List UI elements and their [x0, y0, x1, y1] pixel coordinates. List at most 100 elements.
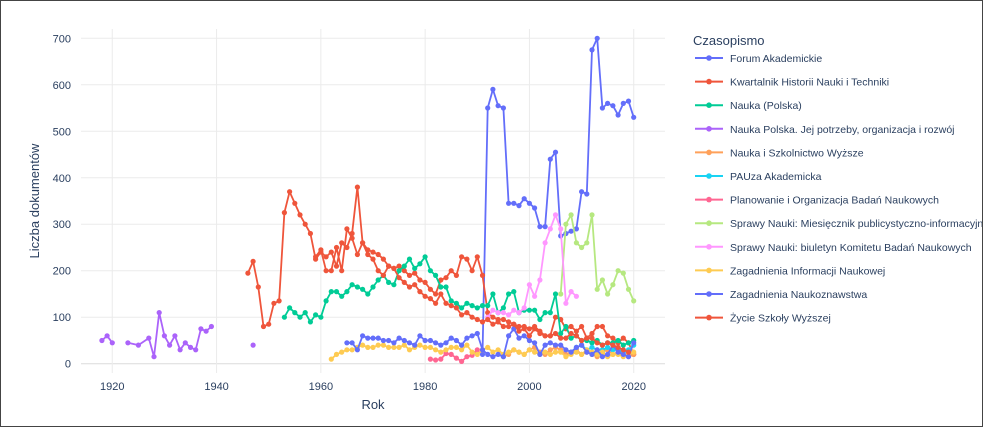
data-point: [495, 103, 501, 109]
data-point: [479, 303, 486, 309]
data-point: [177, 347, 183, 353]
data-point: [558, 335, 564, 341]
data-point: [594, 323, 600, 330]
data-point: [104, 333, 110, 339]
data-point: [594, 35, 600, 41]
data-point: [516, 328, 522, 334]
data-point: [453, 305, 459, 311]
data-point: [594, 340, 600, 346]
legend-label: Sprawy Nauki: biuletyn Komitetu Badań Na…: [730, 242, 972, 254]
legend-item[interactable]: Forum Akademickie: [695, 53, 822, 65]
legend: Czasopismo Forum Akademickie Kwartalnik H…: [693, 33, 982, 325]
data-point: [615, 268, 621, 274]
data-point: [401, 279, 407, 285]
x-tick-label: 2020: [621, 381, 645, 393]
legend-item[interactable]: Kwartalnik Historii Nauki i Techniki: [695, 77, 889, 89]
data-point: [485, 351, 491, 357]
data-point: [349, 282, 355, 288]
data-point: [328, 289, 334, 295]
data-point: [438, 291, 444, 297]
legend-label: Zagadnienia Informacji Naukowej: [730, 265, 885, 277]
data-point: [438, 277, 444, 283]
data-point: [422, 344, 428, 350]
data-point: [537, 316, 543, 323]
legend-label: Nauka (Polska): [730, 100, 802, 112]
data-point: [323, 268, 329, 274]
data-point: [506, 291, 512, 297]
data-point: [615, 112, 621, 118]
data-point: [506, 200, 512, 206]
data-point: [313, 312, 319, 318]
data-point: [459, 305, 465, 311]
data-point: [625, 349, 632, 355]
data-point: [328, 249, 334, 255]
data-point: [552, 149, 559, 155]
data-point: [292, 200, 298, 206]
data-point: [469, 303, 475, 309]
data-point: [490, 354, 496, 360]
data-point: [579, 244, 585, 251]
data-point: [526, 326, 533, 332]
data-point: [537, 330, 543, 337]
data-point: [526, 347, 533, 353]
data-point: [354, 347, 360, 353]
legend-item[interactable]: Zagadnienia Naukoznawstwa: [695, 289, 867, 301]
legend-item[interactable]: Sprawy Nauki: biuletyn Komitetu Badań Na…: [695, 242, 972, 254]
data-point: [537, 277, 543, 283]
legend-item[interactable]: Nauka (Polska): [695, 100, 802, 112]
data-point: [313, 254, 319, 260]
data-point: [375, 268, 381, 274]
data-point: [526, 337, 533, 344]
data-point: [266, 321, 272, 327]
data-point: [620, 335, 626, 341]
legend-item[interactable]: Życie Szkoły Wyższej: [695, 312, 831, 325]
legend-item[interactable]: Planowanie i Organizacja Badań Naukowych: [695, 195, 939, 207]
data-point: [276, 298, 282, 304]
data-point: [406, 347, 413, 353]
legend-item[interactable]: PAUza Akademicka: [695, 171, 822, 183]
data-point: [333, 244, 340, 251]
data-point: [500, 316, 506, 323]
data-point: [620, 100, 626, 106]
legend-swatch-marker: [706, 149, 712, 156]
data-point: [589, 335, 595, 341]
data-point: [318, 314, 324, 320]
data-point: [375, 335, 381, 341]
data-point: [323, 254, 329, 260]
data-point: [610, 103, 616, 109]
data-point: [459, 254, 465, 260]
data-point: [558, 330, 564, 337]
data-point: [568, 349, 574, 355]
data-point: [459, 358, 465, 364]
data-point: [448, 344, 454, 350]
data-point: [349, 347, 355, 353]
data-point: [370, 335, 376, 341]
data-point: [500, 305, 506, 311]
legend-item[interactable]: Sprawy Nauki: Miesięcznik publicystyczno…: [695, 218, 982, 230]
data-point: [568, 212, 574, 218]
legend-item[interactable]: Nauka Polska. Jej potrzeby, organizacja …: [695, 124, 955, 136]
data-point: [391, 344, 397, 350]
data-point: [589, 351, 595, 357]
data-point: [386, 279, 392, 285]
data-point: [125, 340, 131, 346]
data-point: [516, 335, 522, 341]
data-point: [417, 277, 423, 283]
data-point: [474, 330, 480, 337]
data-point: [589, 47, 595, 53]
data-point: [245, 270, 251, 276]
data-point: [584, 240, 590, 246]
data-point: [307, 230, 313, 237]
data-point: [474, 305, 480, 311]
data-point: [542, 333, 548, 339]
data-point: [401, 342, 407, 348]
legend-item[interactable]: Zagadnienia Informacji Naukowej: [695, 265, 885, 277]
legend-item[interactable]: Nauka i Szkolnictwo Wyższe: [695, 147, 864, 159]
data-point: [589, 212, 595, 218]
data-point: [354, 284, 360, 290]
data-point: [526, 200, 533, 206]
data-point: [333, 263, 340, 269]
x-tick-label: 2000: [517, 381, 541, 393]
legend-label: Kwartalnik Historii Nauki i Techniki: [730, 77, 889, 89]
